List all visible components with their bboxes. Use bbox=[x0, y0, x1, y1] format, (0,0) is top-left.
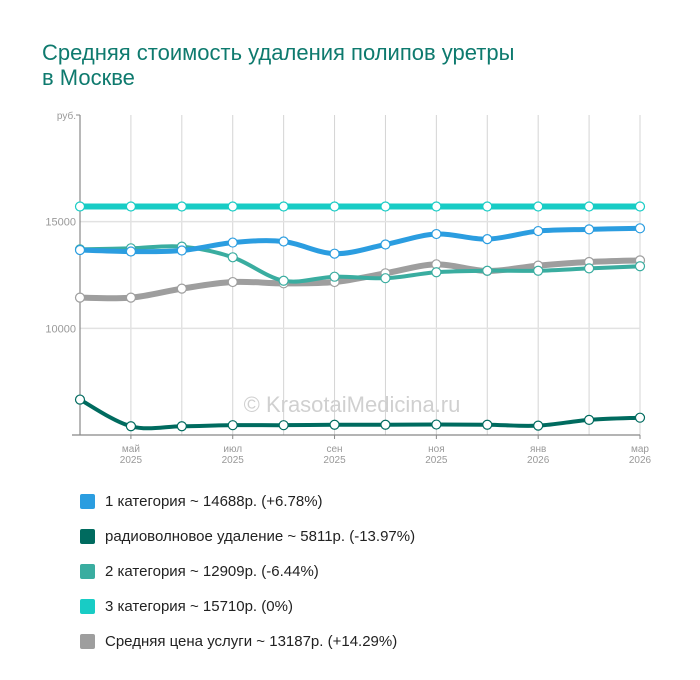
data-point bbox=[431, 419, 442, 430]
data-point bbox=[125, 421, 137, 432]
y-tick-label: 15000 bbox=[45, 217, 76, 229]
y-tick-label: 10000 bbox=[45, 323, 76, 335]
data-point bbox=[125, 201, 137, 212]
data-point bbox=[227, 201, 238, 212]
data-point bbox=[482, 265, 493, 276]
x-tick-month: май bbox=[122, 444, 140, 455]
x-tick-year: 2026 bbox=[629, 455, 652, 466]
chart-title: Средняя стоимость удаления полипов уретр… bbox=[42, 40, 642, 90]
data-point bbox=[176, 421, 187, 432]
data-point bbox=[380, 239, 391, 250]
data-point bbox=[227, 237, 238, 248]
legend-label: 3 категория ~ 15710р. (0%) bbox=[105, 598, 293, 615]
legend-swatch bbox=[80, 599, 95, 614]
legend: 1 категория ~ 14688р. (+6.78%) радиоволно… bbox=[80, 484, 415, 659]
x-tick-month: сен bbox=[326, 444, 342, 455]
data-point bbox=[431, 267, 442, 278]
data-point bbox=[329, 201, 340, 212]
data-point bbox=[533, 265, 544, 276]
data-point bbox=[634, 201, 646, 212]
data-point bbox=[634, 412, 646, 423]
data-point bbox=[329, 248, 340, 259]
legend-label: 1 категория ~ 14688р. (+6.78%) bbox=[105, 493, 323, 510]
data-point bbox=[482, 201, 493, 212]
data-point bbox=[380, 273, 391, 284]
data-point bbox=[583, 263, 595, 274]
title-line-2: в Москве bbox=[42, 65, 135, 90]
x-tick-year: 2025 bbox=[425, 455, 448, 466]
data-point bbox=[278, 275, 289, 286]
legend-swatch bbox=[80, 529, 95, 544]
data-point bbox=[278, 201, 289, 212]
data-point bbox=[533, 201, 544, 212]
legend-label: Средняя цена услуги ~ 13187р. (+14.29%) bbox=[105, 633, 398, 650]
legend-swatch bbox=[80, 634, 95, 649]
x-tick-year: 2025 bbox=[222, 455, 245, 466]
x-tick-month: янв bbox=[530, 444, 546, 455]
data-point bbox=[176, 201, 187, 212]
series-line bbox=[77, 225, 643, 257]
watermark: © KrasotaiMedicina.ru bbox=[244, 392, 461, 417]
title-line-1: Средняя стоимость удаления полипов уретр… bbox=[42, 40, 515, 65]
data-point bbox=[583, 224, 595, 235]
data-point bbox=[74, 394, 86, 405]
legend-item[interactable]: радиоволновое удаление ~ 5811р. (-13.97%… bbox=[80, 519, 415, 554]
data-point bbox=[227, 276, 238, 288]
data-point bbox=[227, 420, 238, 431]
legend-swatch bbox=[80, 564, 95, 579]
data-point bbox=[431, 228, 442, 240]
data-point bbox=[583, 201, 595, 212]
data-point bbox=[482, 419, 493, 430]
x-tick-year: 2025 bbox=[120, 455, 143, 466]
data-point bbox=[74, 244, 86, 256]
legend-item[interactable]: 2 категория ~ 12909р. (-6.44%) bbox=[80, 554, 415, 589]
legend-item[interactable]: 1 категория ~ 14688р. (+6.78%) bbox=[80, 484, 415, 519]
data-point bbox=[329, 271, 340, 282]
data-point bbox=[278, 420, 289, 431]
data-point bbox=[431, 201, 442, 212]
data-point bbox=[634, 261, 646, 272]
data-point bbox=[533, 420, 544, 431]
data-point bbox=[380, 419, 391, 430]
data-point bbox=[583, 414, 595, 425]
data-point bbox=[74, 201, 86, 212]
data-point bbox=[74, 292, 86, 303]
data-point bbox=[482, 234, 493, 245]
x-tick-month: ноя bbox=[428, 444, 445, 455]
data-point bbox=[380, 201, 391, 212]
x-tick-month: мар bbox=[631, 444, 649, 455]
data-point bbox=[329, 419, 340, 430]
y-axis-unit-label: руб. bbox=[57, 110, 76, 122]
x-tick-year: 2026 bbox=[527, 455, 550, 466]
legend-item[interactable]: Средняя цена услуги ~ 13187р. (+14.29%) bbox=[80, 624, 415, 659]
data-point bbox=[533, 225, 544, 237]
data-point bbox=[634, 223, 646, 234]
data-point bbox=[125, 292, 137, 303]
x-tick-year: 2025 bbox=[323, 455, 346, 466]
legend-label: 2 категория ~ 12909р. (-6.44%) bbox=[105, 563, 319, 580]
data-point bbox=[176, 283, 187, 294]
data-point bbox=[125, 246, 137, 257]
legend-item[interactable]: 3 категория ~ 15710р. (0%) bbox=[80, 589, 415, 624]
data-point bbox=[227, 252, 238, 263]
line-chart: 1000015000руб.май2025июл2025сен2025ноя20… bbox=[45, 110, 652, 466]
legend-label: радиоволновое удаление ~ 5811р. (-13.97%… bbox=[105, 528, 416, 545]
data-point bbox=[176, 245, 187, 256]
legend-swatch bbox=[80, 494, 95, 509]
data-point bbox=[278, 236, 289, 247]
x-tick-month: июл bbox=[223, 444, 242, 455]
